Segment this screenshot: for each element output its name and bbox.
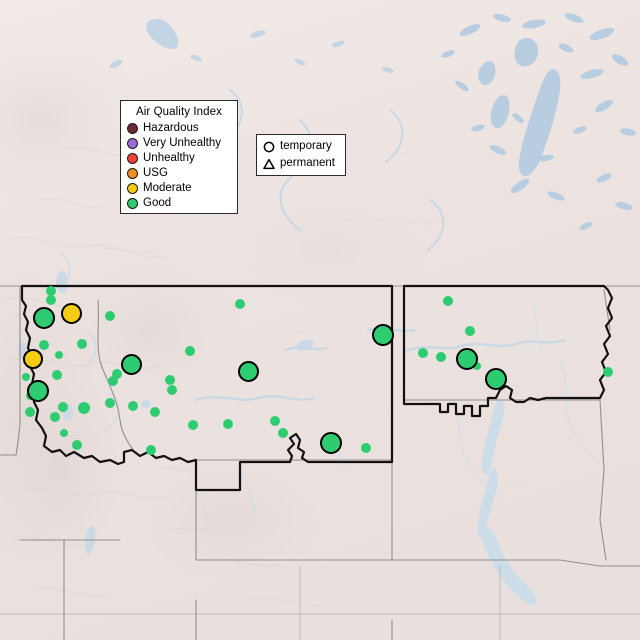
- sensor-marker[interactable]: [46, 286, 56, 296]
- legend-swatch-icon: [127, 153, 138, 164]
- sensor-marker[interactable]: [60, 429, 68, 437]
- sensor-marker[interactable]: [278, 428, 288, 438]
- sensor-marker[interactable]: [77, 339, 87, 349]
- sensor-marker[interactable]: [188, 420, 198, 430]
- sensor-marker[interactable]: [146, 445, 156, 455]
- legend-swatch-icon: [127, 198, 138, 209]
- sensor-marker[interactable]: [223, 419, 233, 429]
- sensor-marker[interactable]: [55, 351, 63, 359]
- legend-label: Moderate: [143, 182, 192, 194]
- sensor-marker[interactable]: [128, 401, 138, 411]
- legend-item-unhealthy: Unhealthy: [127, 151, 231, 166]
- legend-item-very-unhealthy: Very Unhealthy: [127, 136, 231, 151]
- sensor-marker[interactable]: [78, 402, 90, 414]
- sensor-marker[interactable]: [235, 299, 245, 309]
- legend-swatch-icon: [127, 138, 138, 149]
- sensor-marker[interactable]: [418, 348, 428, 358]
- sensor-marker[interactable]: [270, 416, 280, 426]
- legend-item-good: Good: [127, 196, 231, 211]
- circle-icon: [262, 140, 276, 154]
- monitor-marker[interactable]: [120, 353, 142, 375]
- sensor-marker[interactable]: [603, 367, 613, 377]
- sensor-marker[interactable]: [25, 407, 35, 417]
- sensor-marker[interactable]: [105, 311, 115, 321]
- sensor-marker[interactable]: [50, 412, 60, 422]
- legend-label: Very Unhealthy: [143, 137, 221, 149]
- legend-swatch-icon: [127, 168, 138, 179]
- monitor-marker[interactable]: [320, 432, 342, 454]
- sensor-marker[interactable]: [112, 369, 122, 379]
- sensor-marker[interactable]: [52, 370, 62, 380]
- sensor-marker[interactable]: [150, 407, 160, 417]
- sensor-marker[interactable]: [167, 385, 177, 395]
- monitor-marker[interactable]: [23, 349, 43, 369]
- legend-label: USG: [143, 167, 168, 179]
- sensor-marker[interactable]: [108, 376, 118, 386]
- monitor-marker[interactable]: [27, 380, 49, 402]
- sensor-marker[interactable]: [185, 346, 195, 356]
- legend-label: Good: [143, 197, 172, 209]
- sensor-marker[interactable]: [22, 373, 30, 381]
- legend-label-permanent: permanent: [280, 157, 335, 169]
- monitor-marker[interactable]: [372, 324, 394, 346]
- legend-item-temporary: temporary: [262, 138, 340, 155]
- sensor-marker[interactable]: [443, 296, 453, 306]
- monitor-marker[interactable]: [485, 368, 507, 390]
- sensor-marker[interactable]: [105, 398, 115, 408]
- triangle-icon: [262, 157, 276, 171]
- monitor-marker[interactable]: [237, 360, 259, 382]
- legend-swatch-icon: [127, 123, 138, 134]
- sensor-marker[interactable]: [165, 375, 175, 385]
- legend-item-usg: USG: [127, 166, 231, 181]
- air-quality-index-legend: Air Quality Index Hazardous Very Unhealth…: [120, 100, 238, 214]
- monitor-marker[interactable]: [33, 307, 55, 329]
- sensor-marker[interactable]: [72, 440, 82, 450]
- station-type-legend: temporary permanent: [256, 134, 346, 176]
- legend-label: Unhealthy: [143, 152, 195, 164]
- legend-item-hazardous: Hazardous: [127, 121, 231, 136]
- sensor-marker[interactable]: [436, 352, 446, 362]
- legend-label-temporary: temporary: [280, 140, 332, 152]
- legend-title: Air Quality Index: [135, 106, 223, 118]
- legend-item-moderate: Moderate: [127, 181, 231, 196]
- sensor-marker[interactable]: [39, 340, 49, 350]
- sensor-marker[interactable]: [46, 295, 56, 305]
- sensor-marker[interactable]: [465, 326, 475, 336]
- legend-swatch-icon: [127, 183, 138, 194]
- monitor-marker[interactable]: [60, 302, 82, 324]
- sensor-marker[interactable]: [361, 443, 371, 453]
- legend-item-permanent: permanent: [262, 155, 340, 172]
- legend-label: Hazardous: [143, 122, 199, 134]
- sensor-marker[interactable]: [473, 362, 481, 370]
- sensor-marker[interactable]: [58, 402, 68, 412]
- monitor-marker[interactable]: [456, 348, 478, 370]
